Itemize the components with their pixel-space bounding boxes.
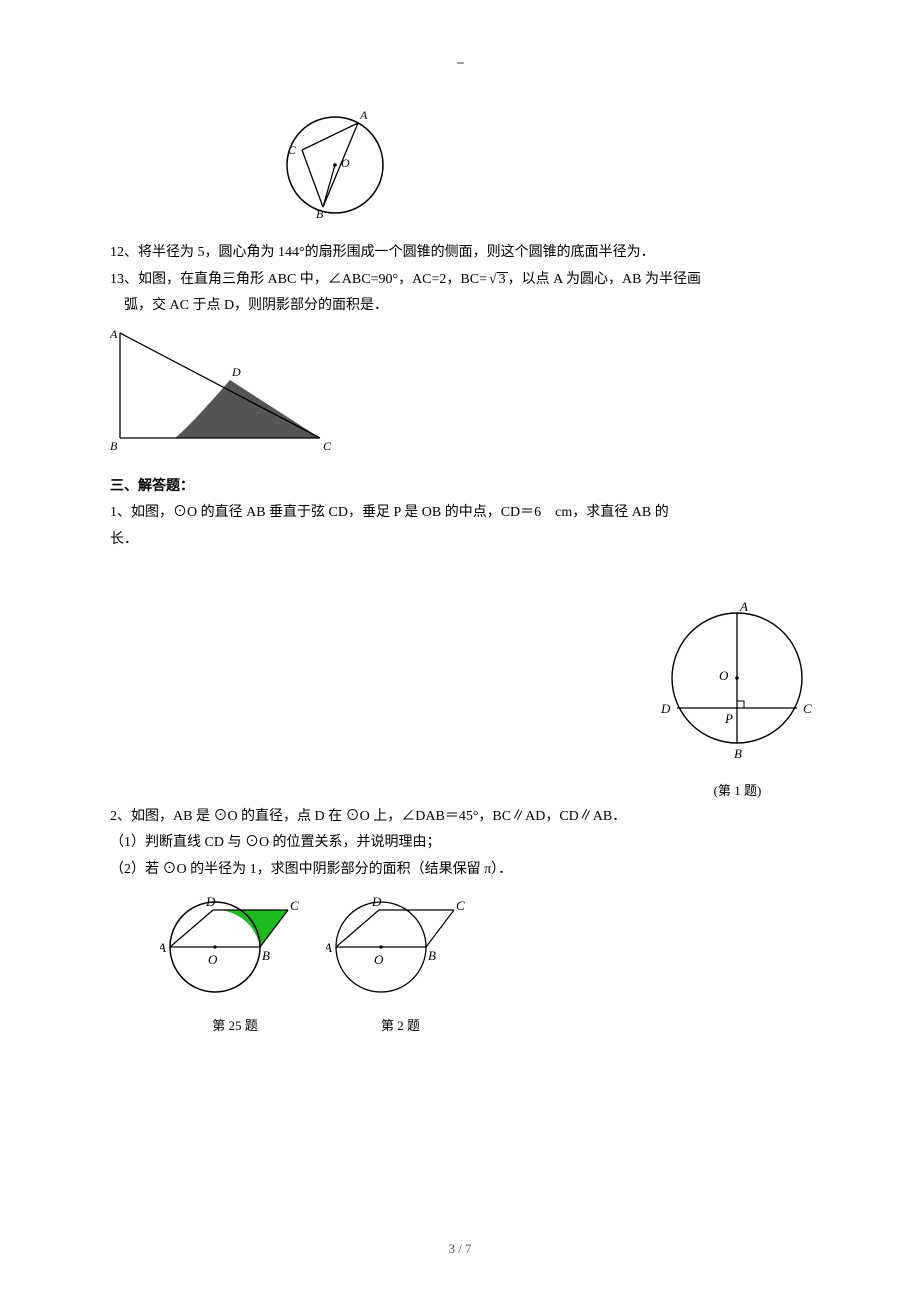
section3-title: 三、解答题：: [110, 474, 810, 501]
p2-cap-left: 第 25 题: [160, 1014, 310, 1039]
p1-caption: (第 1 题): [655, 779, 820, 804]
lbl-D: D: [371, 894, 382, 909]
lbl-D: D: [205, 894, 216, 909]
p2-sub1: （1）判断直线 CD 与 ⊙O 的位置关系，并说明理由；: [110, 830, 810, 857]
lbl-C: C: [288, 143, 297, 157]
q13-line2: 弧，交 AC 于点 D，则阴影部分的面积是．: [110, 293, 810, 320]
q13-l1b: ，以点 A 为圆心，AB 为半径画: [508, 272, 701, 287]
page-header-dash: --: [110, 50, 810, 75]
sqrt-arg: 3: [497, 272, 508, 287]
lbl-O: O: [719, 668, 729, 683]
lbl-C: C: [323, 439, 332, 453]
figure-p1-circle: A B C D O P (第 1 题): [655, 593, 820, 803]
lbl-A: A: [359, 108, 368, 122]
lbl-P: P: [724, 711, 733, 726]
page-footer: 3 / 7: [0, 1237, 920, 1262]
lbl-O: O: [208, 952, 218, 967]
lbl-A: A: [160, 940, 166, 955]
lbl-B: B: [110, 439, 118, 453]
figure-p2-pair: A B C D O 第 25 题 A B C D O 第 2: [160, 892, 810, 1039]
lbl-O: O: [341, 156, 350, 170]
q12-text: 12、将半径为 5，圆心角为 144°的扇形围成一个圆锥的侧面，则这个圆锥的底面…: [110, 240, 810, 267]
p2-sub2: （2）若 ⊙O 的半径为 1，求图中阴影部分的面积（结果保留 π）．: [110, 857, 810, 884]
q13-line1: 13、如图，在直角三角形 ABC 中，∠ABC=90°，AC=2，BC= 3，以点…: [110, 267, 810, 294]
lbl-C: C: [456, 898, 465, 913]
p1-line2: 长．: [110, 527, 810, 554]
lbl-B: B: [734, 746, 742, 761]
lbl-O: O: [374, 952, 384, 967]
lbl-B: B: [316, 207, 324, 220]
lbl-D: D: [231, 365, 241, 379]
p2-line1: 2、如图，AB 是 ⊙O 的直径，点 D 在 ⊙O 上，∠DAB＝45°，BC∥…: [110, 804, 810, 831]
p1-line1: 1、如图，⊙O 的直径 AB 垂直于弦 CD，垂足 P 是 OB 的中点，CD＝…: [110, 500, 810, 527]
figure-q13-triangle: A B C D: [110, 328, 810, 464]
lbl-B: B: [428, 948, 436, 963]
figure-q11-circle: A B C O: [280, 105, 810, 231]
lbl-A: A: [110, 328, 118, 341]
q13-l1a: 13、如图，在直角三角形 ABC 中，∠ABC=90°，AC=2，BC=: [110, 272, 487, 287]
lbl-D: D: [660, 701, 671, 716]
sqrt-icon: 3: [487, 267, 508, 294]
lbl-A: A: [739, 599, 748, 614]
p2-cap-right: 第 2 题: [326, 1014, 476, 1039]
lbl-B: B: [262, 948, 270, 963]
lbl-C: C: [803, 701, 812, 716]
lbl-C: C: [290, 898, 299, 913]
lbl-A: A: [326, 940, 332, 955]
